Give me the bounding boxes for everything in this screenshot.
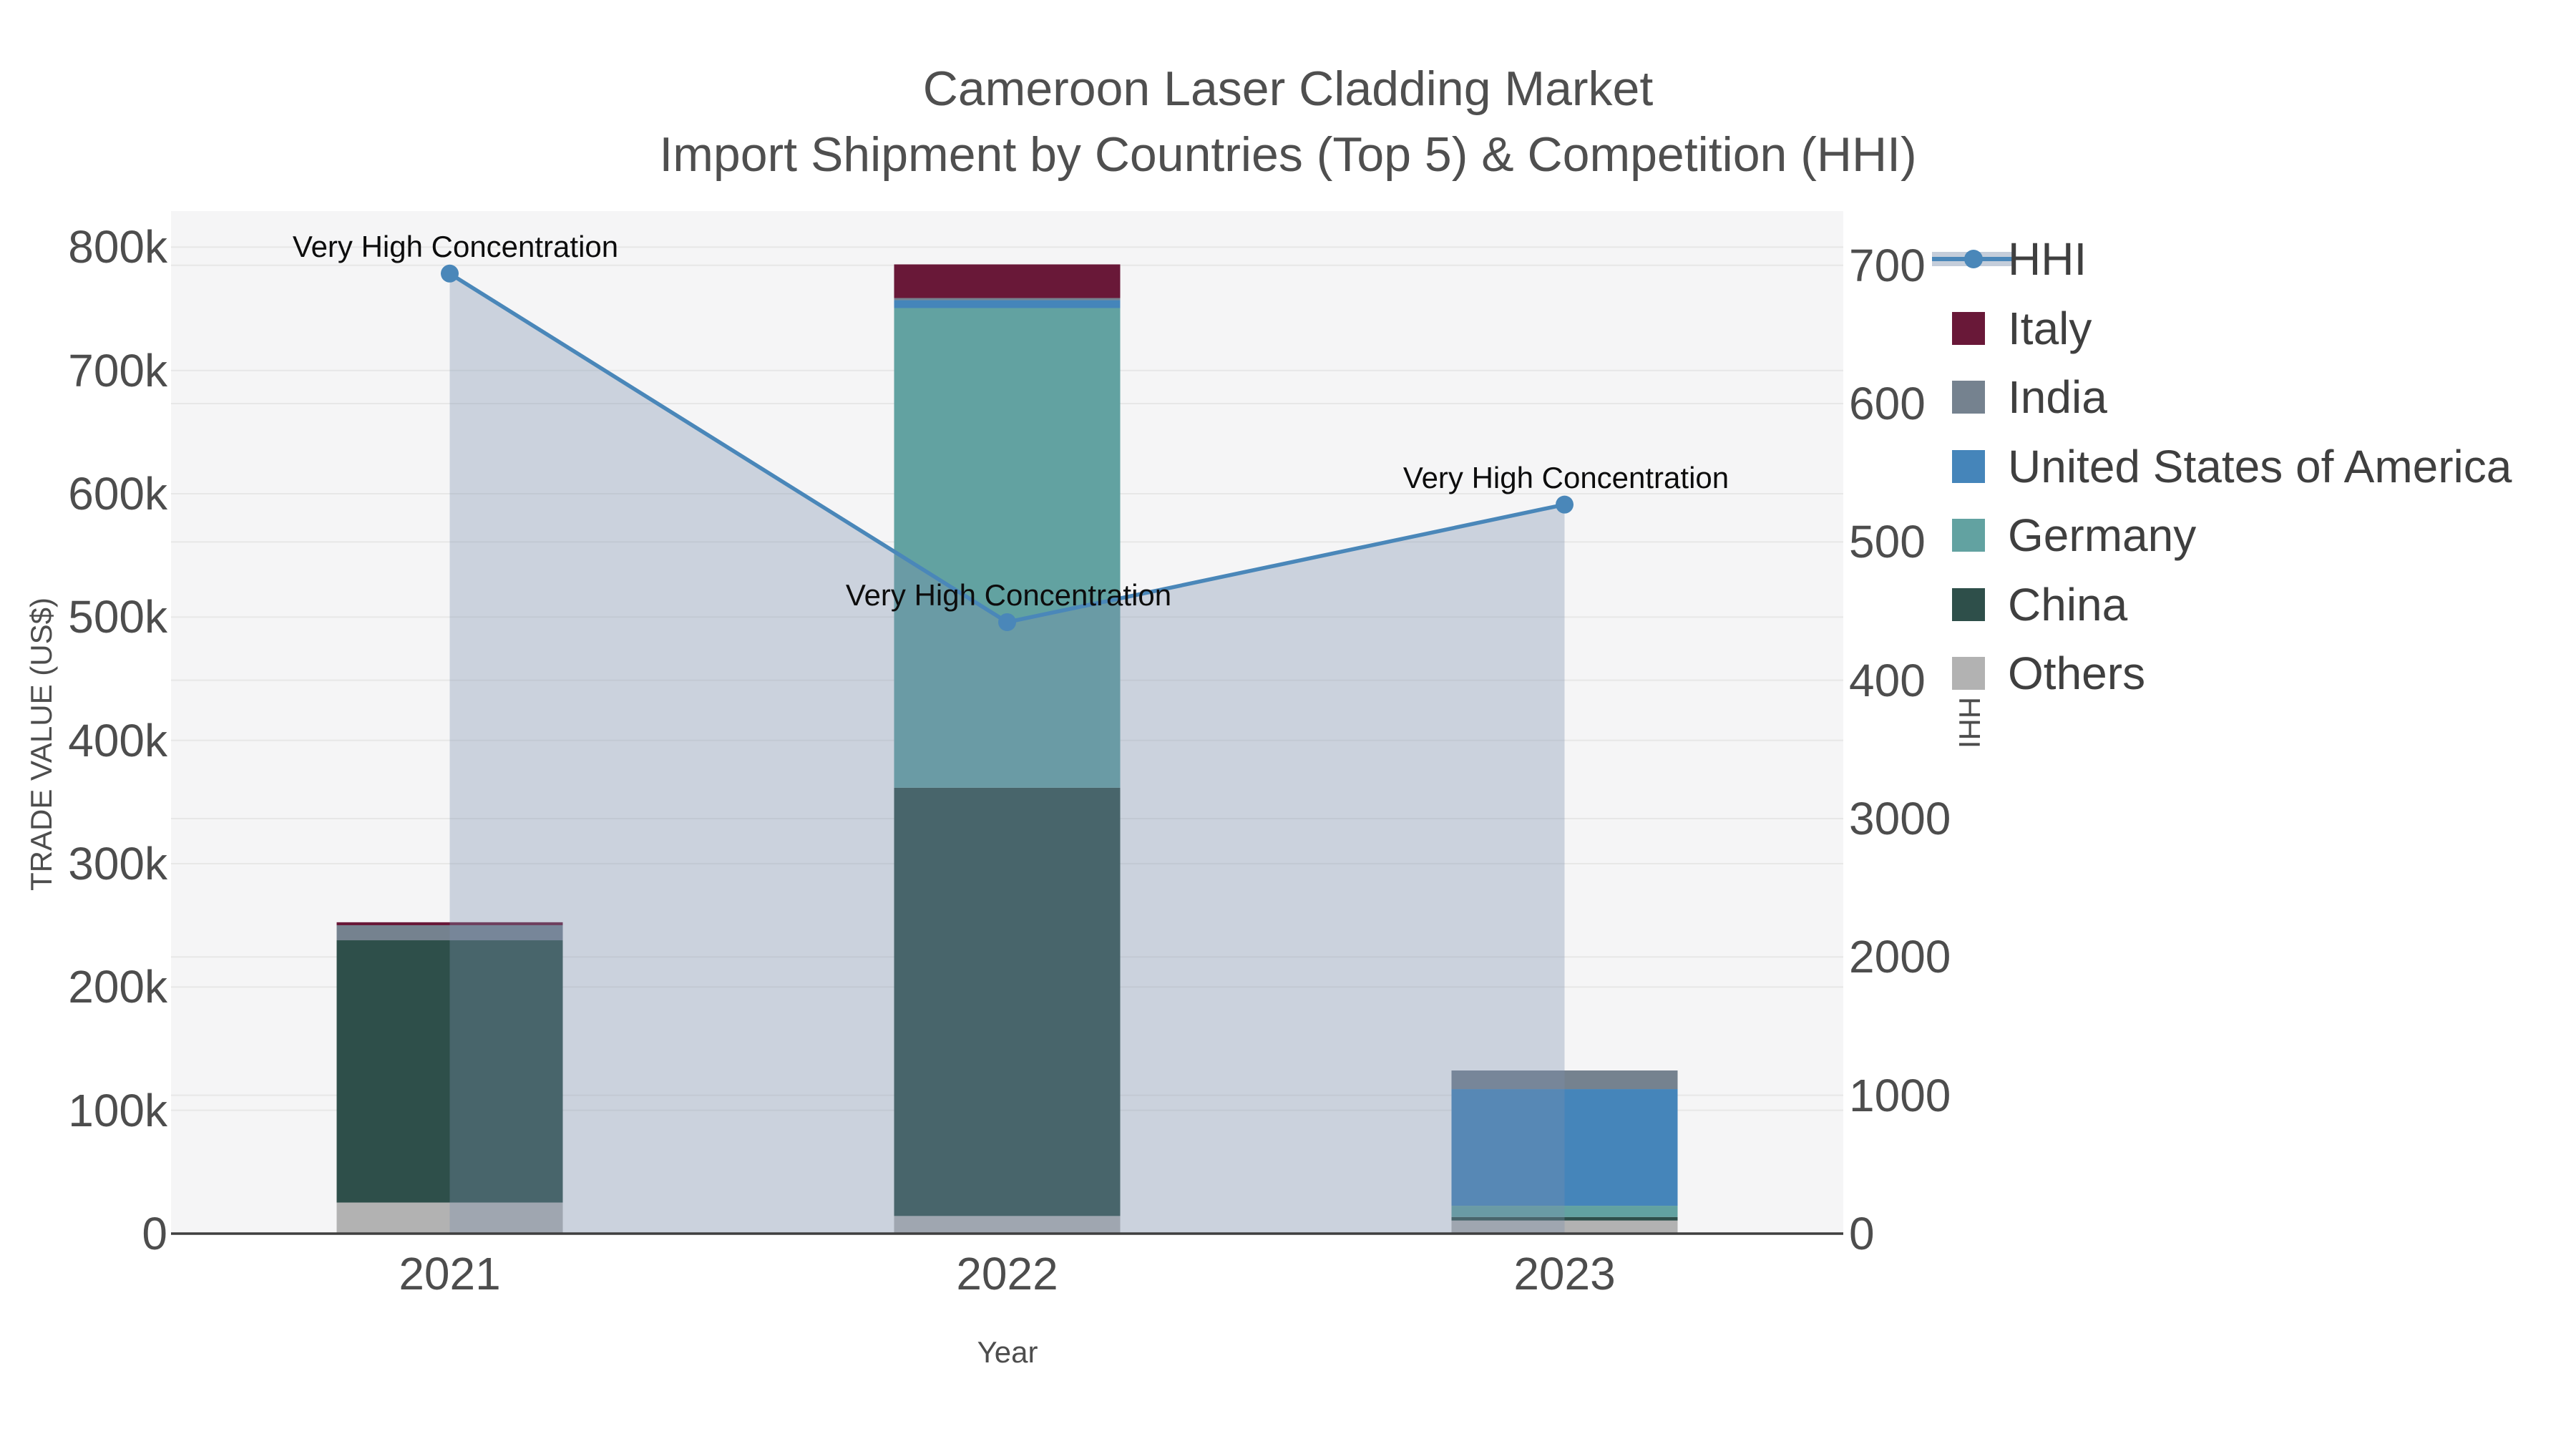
y-right-tick-label: 700 — [1849, 239, 1926, 291]
hhi-marker-2022 — [998, 613, 1016, 631]
legend-label: Others — [2008, 648, 2146, 699]
y-right-tick-label: 3000 — [1849, 793, 1951, 844]
bar-segment-2022-italy — [894, 264, 1121, 298]
legend-swatch-italy — [1952, 311, 1985, 345]
y-left-tick-label: 0 — [142, 1208, 167, 1259]
bar-segment-2023-germany — [1451, 1206, 1678, 1217]
y-right-tick-label: 1000 — [1849, 1069, 1951, 1121]
legend-label: Germany — [2008, 509, 2197, 561]
bar-segment-2023-united-states-of-america — [1451, 1089, 1678, 1206]
legend-swatch-china — [1952, 587, 1985, 621]
hhi-legend-key-icon — [1932, 250, 2015, 268]
legend-swatch-united-states-of-america — [1952, 449, 1985, 483]
legend-label: Italy — [2008, 302, 2092, 354]
bar-segment-2022-others — [894, 1216, 1121, 1234]
hhi-marker-2021 — [441, 264, 459, 283]
y-axis-title-right: HHI — [1953, 696, 1986, 749]
x-tick-label: 2023 — [1513, 1248, 1616, 1299]
y-left-tick-label: 200k — [68, 961, 167, 1013]
hhi-marker-2023 — [1556, 495, 1574, 514]
legend-swatch-india — [1952, 381, 1985, 414]
y-left-tick-label: 800k — [68, 221, 167, 273]
x-axis-title: Year — [977, 1335, 1038, 1369]
y-right-tick-label: 0 — [1849, 1208, 1875, 1259]
y-right-tick-label: 2000 — [1849, 931, 1951, 983]
chart-title-line-1: Cameroon Laser Cladding Market — [922, 62, 1654, 116]
legend-label: HHI — [2008, 233, 2087, 285]
y-axis-title-left: TRADE VALUE (US$) — [24, 597, 58, 891]
y-right-tick-label: 400 — [1849, 654, 1926, 706]
legend-swatch-others — [1952, 657, 1985, 690]
legend-label: China — [2008, 578, 2128, 630]
y-left-tick-label: 300k — [68, 838, 167, 889]
bar-segment-2022-united-states-of-america — [894, 300, 1121, 308]
legend-label: United States of America — [2008, 440, 2512, 492]
bar-segment-2022-germany — [894, 308, 1121, 788]
y-right-tick-label: 500 — [1849, 516, 1926, 568]
x-tick-label: 2022 — [956, 1248, 1058, 1299]
hhi-marker-swatch — [1964, 250, 1983, 268]
y-right-tick-label: 600 — [1849, 378, 1926, 430]
bar-segment-2021-italy — [336, 922, 563, 926]
legend-label: India — [2008, 371, 2107, 423]
annotation-2023: Very High Concentration — [1402, 461, 1729, 495]
bar-segment-2021-india — [336, 925, 563, 941]
annotation-2021: Very High Concentration — [292, 230, 619, 264]
chart-title-line-2: Import Shipment by Countries (Top 5) & C… — [659, 127, 1917, 182]
bar-segment-2023-india — [1451, 1070, 1678, 1090]
x-tick-label: 2021 — [399, 1248, 501, 1299]
bar-segment-2023-others — [1451, 1220, 1678, 1234]
y-left-tick-label: 600k — [68, 468, 167, 520]
bar-segment-2021-china — [336, 940, 563, 1203]
bar-segment-2023-china — [1451, 1216, 1678, 1221]
legend-swatch-germany — [1952, 519, 1985, 552]
y-left-tick-label: 400k — [68, 714, 167, 766]
annotation-2022: Very High Concentration — [845, 578, 1172, 613]
y-left-tick-label: 100k — [68, 1084, 167, 1136]
y-left-tick-label: 700k — [68, 344, 167, 396]
bar-segment-2021-others — [336, 1202, 563, 1234]
y-left-tick-label: 500k — [68, 591, 167, 643]
bar-segment-2022-china — [894, 787, 1121, 1216]
hhi-area — [449, 273, 1565, 1234]
bar-segment-2022-india — [894, 298, 1121, 301]
